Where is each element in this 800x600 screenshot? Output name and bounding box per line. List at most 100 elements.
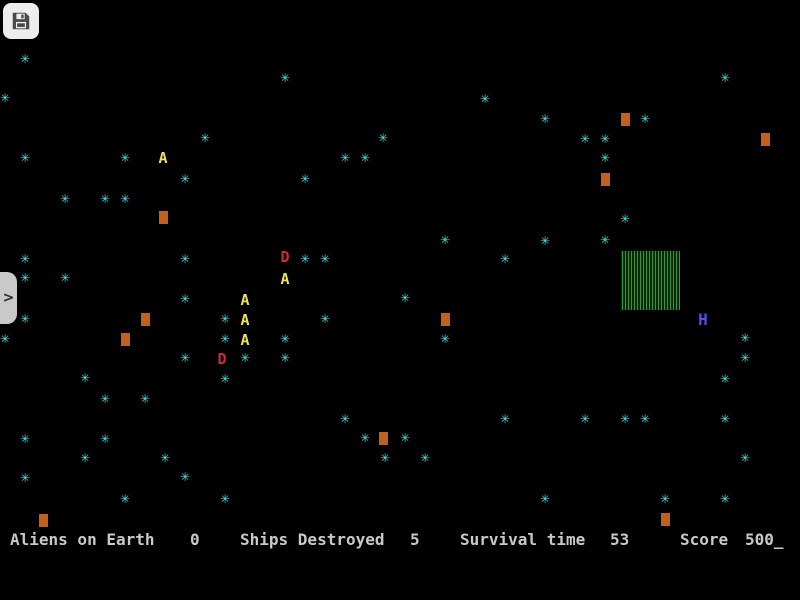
ship — [601, 173, 610, 186]
score-label: Score — [680, 530, 729, 549]
star: ✳ — [439, 233, 451, 247]
ship — [141, 313, 150, 326]
star: ✳ — [239, 351, 251, 365]
star: ✳ — [479, 92, 491, 106]
save-button[interactable] — [3, 3, 39, 39]
ship — [379, 432, 388, 445]
star: ✳ — [579, 412, 591, 426]
star: ✳ — [219, 492, 231, 506]
score-value: 500_ — [745, 530, 784, 549]
star: ✳ — [639, 412, 651, 426]
star: ✳ — [719, 372, 731, 386]
star: ✳ — [499, 412, 511, 426]
star: ✳ — [539, 112, 551, 126]
ship — [761, 133, 770, 146]
house — [621, 251, 680, 310]
star: ✳ — [119, 151, 131, 165]
star: ✳ — [79, 371, 91, 385]
star: ✳ — [279, 351, 291, 365]
ship — [441, 313, 450, 326]
star: ✳ — [619, 412, 631, 426]
human: H — [698, 310, 708, 329]
aliens-on-earth-value: 0 — [190, 530, 200, 549]
star: ✳ — [19, 151, 31, 165]
star: ✳ — [739, 331, 751, 345]
star: ✳ — [399, 431, 411, 445]
ship — [121, 333, 130, 346]
star: ✳ — [319, 252, 331, 266]
star: ✳ — [399, 291, 411, 305]
star: ✳ — [0, 91, 11, 105]
star: ✳ — [179, 351, 191, 365]
star: ✳ — [139, 392, 151, 406]
star: ✳ — [377, 131, 389, 145]
star: ✳ — [119, 492, 131, 506]
star: ✳ — [739, 451, 751, 465]
survival-time-label: Survival time — [460, 530, 586, 549]
ship — [621, 113, 630, 126]
chevron-right-icon: > — [2, 290, 15, 306]
alien: A — [158, 149, 168, 167]
star: ✳ — [0, 332, 11, 346]
star: ✳ — [719, 71, 731, 85]
star: ✳ — [419, 451, 431, 465]
star: ✳ — [19, 252, 31, 266]
star: ✳ — [179, 292, 191, 306]
star: ✳ — [619, 212, 631, 226]
star: ✳ — [279, 71, 291, 85]
ships-destroyed-value: 5 — [410, 530, 420, 549]
star: ✳ — [579, 132, 591, 146]
star: ✳ — [439, 332, 451, 346]
star: ✳ — [119, 192, 131, 206]
destroyer: D — [217, 350, 227, 368]
star: ✳ — [99, 392, 111, 406]
star: ✳ — [19, 471, 31, 485]
star: ✳ — [159, 451, 171, 465]
star: ✳ — [19, 432, 31, 446]
star: ✳ — [339, 412, 351, 426]
star: ✳ — [179, 252, 191, 266]
star: ✳ — [719, 492, 731, 506]
star: ✳ — [79, 451, 91, 465]
alien: A — [280, 270, 290, 288]
star: ✳ — [319, 312, 331, 326]
star: ✳ — [199, 131, 211, 145]
star: ✳ — [539, 492, 551, 506]
star: ✳ — [19, 271, 31, 285]
ship — [39, 514, 48, 527]
star: ✳ — [19, 312, 31, 326]
star: ✳ — [539, 234, 551, 248]
star: ✳ — [219, 372, 231, 386]
star: ✳ — [379, 451, 391, 465]
star: ✳ — [659, 492, 671, 506]
star: ✳ — [59, 271, 71, 285]
star: ✳ — [339, 151, 351, 165]
star: ✳ — [499, 252, 511, 266]
star: ✳ — [359, 431, 371, 445]
ship — [159, 211, 168, 224]
star: ✳ — [599, 151, 611, 165]
star: ✳ — [359, 151, 371, 165]
alien: A — [240, 331, 250, 349]
star: ✳ — [179, 172, 191, 186]
destroyer: D — [280, 248, 290, 266]
ships-destroyed-label: Ships Destroyed — [240, 530, 385, 549]
star: ✳ — [639, 112, 651, 126]
alien: A — [240, 291, 250, 309]
drawer-tab[interactable]: > — [0, 272, 17, 324]
star: ✳ — [219, 332, 231, 346]
star: ✳ — [299, 252, 311, 266]
alien: A — [240, 311, 250, 329]
star: ✳ — [99, 432, 111, 446]
star: ✳ — [99, 192, 111, 206]
star: ✳ — [59, 192, 71, 206]
star: ✳ — [179, 470, 191, 484]
star: ✳ — [19, 52, 31, 66]
ship — [661, 513, 670, 526]
star: ✳ — [299, 172, 311, 186]
star: ✳ — [219, 312, 231, 326]
floppy-save-icon — [10, 10, 32, 32]
star: ✳ — [599, 233, 611, 247]
star: ✳ — [279, 332, 291, 346]
